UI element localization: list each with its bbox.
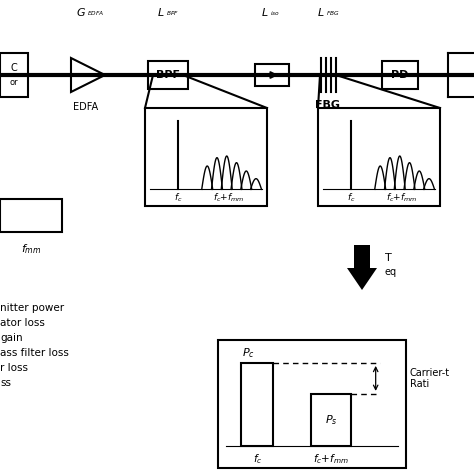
- Text: $L$: $L$: [157, 6, 165, 18]
- Text: $f_c$: $f_c$: [173, 191, 182, 204]
- Text: ss: ss: [0, 378, 11, 388]
- Text: $_{iso}$: $_{iso}$: [270, 9, 280, 18]
- Text: EDFA: EDFA: [73, 102, 99, 112]
- Text: r loss: r loss: [0, 363, 28, 373]
- Text: $f_{mm}$: $f_{mm}$: [21, 242, 41, 256]
- Polygon shape: [347, 268, 377, 290]
- Text: PD: PD: [392, 70, 409, 80]
- Text: gain: gain: [0, 333, 23, 343]
- Text: $f_c$+$f_{mm}$: $f_c$+$f_{mm}$: [386, 191, 418, 204]
- Text: eq: eq: [385, 267, 397, 277]
- Text: Rati: Rati: [410, 379, 429, 390]
- Polygon shape: [71, 58, 105, 92]
- Text: T: T: [385, 253, 392, 263]
- Bar: [318, 108, 440, 206]
- Bar: [241, 363, 273, 446]
- Text: $P_c$: $P_c$: [243, 346, 255, 360]
- Text: $f_c$+$f_{mm}$: $f_c$+$f_{mm}$: [313, 452, 349, 466]
- Text: $f_c$: $f_c$: [253, 452, 262, 466]
- Text: $f_c$: $f_c$: [346, 191, 355, 204]
- Text: $L$: $L$: [318, 6, 325, 18]
- Bar: [354, 245, 370, 268]
- Text: $f_c$+$f_{mm}$: $f_c$+$f_{mm}$: [213, 191, 245, 204]
- Text: ator loss: ator loss: [0, 318, 45, 328]
- Bar: [145, 108, 267, 206]
- Text: FBG: FBG: [316, 100, 340, 110]
- Text: nitter power: nitter power: [0, 303, 64, 313]
- Text: $_{FBG}$: $_{FBG}$: [326, 9, 340, 18]
- Bar: [148, 61, 188, 89]
- Text: or: or: [9, 78, 18, 86]
- Text: $P_s$: $P_s$: [325, 413, 337, 427]
- Bar: [255, 64, 289, 86]
- Text: ass filter loss: ass filter loss: [0, 348, 69, 358]
- Text: $G$: $G$: [76, 6, 86, 18]
- Bar: [0, 53, 28, 97]
- Text: C: C: [10, 63, 18, 73]
- Bar: [218, 340, 406, 468]
- Bar: [0, 199, 62, 232]
- Text: Carrier-t: Carrier-t: [410, 368, 450, 378]
- Text: $L$: $L$: [262, 6, 269, 18]
- Bar: [382, 61, 418, 89]
- Bar: [311, 394, 351, 446]
- Text: BPF: BPF: [156, 70, 180, 80]
- Text: $_{EDFA}$: $_{EDFA}$: [87, 9, 104, 18]
- Text: $_{BPF}$: $_{BPF}$: [166, 9, 179, 18]
